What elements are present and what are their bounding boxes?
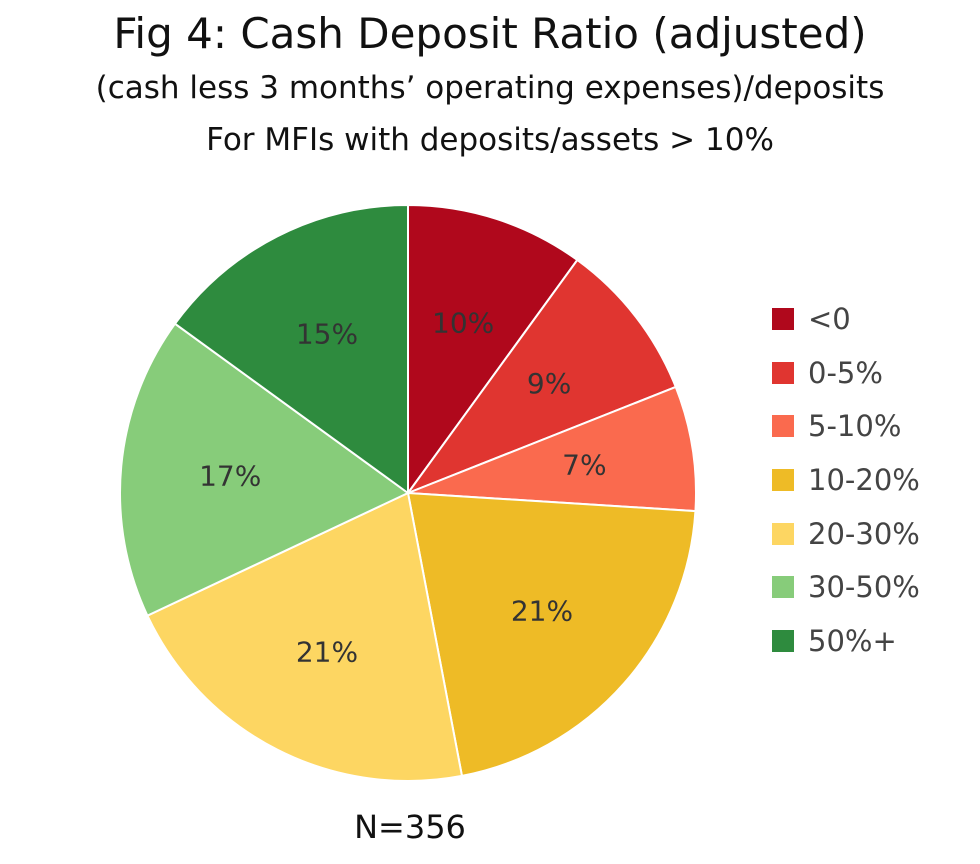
legend-item-0: <0 xyxy=(772,292,920,346)
pie-data-label-1: 9% xyxy=(527,367,571,400)
pie-data-label-2: 7% xyxy=(562,449,606,482)
chart-title: Fig 4: Cash Deposit Ratio (adjusted) xyxy=(113,9,867,58)
legend-swatch-0 xyxy=(772,307,794,330)
legend-swatch-5 xyxy=(772,576,794,599)
legend-item-4: 20-30% xyxy=(772,507,920,561)
pie-data-label-5: 17% xyxy=(199,460,261,493)
pie-slice-0 xyxy=(407,203,579,497)
chart-subtitle-line2: For MFIs with deposits/assets > 10% xyxy=(206,122,774,158)
chart-subtitle-line1: (cash less 3 months’ operating expenses)… xyxy=(95,70,885,106)
legend-item-1: 0-5% xyxy=(772,346,920,400)
legend-label-1: 0-5% xyxy=(808,355,883,390)
legend-swatch-2 xyxy=(772,415,794,438)
chart-legend: <0 0-5% 5-10% 10-20% 20-30% 30-50% 50%+ xyxy=(772,292,920,668)
legend-item-3: 10-20% xyxy=(772,453,920,507)
legend-swatch-3 xyxy=(772,468,794,491)
pie-data-label-0: 10% xyxy=(432,307,494,340)
pie-slice-5 xyxy=(119,322,410,617)
pie-slice-6 xyxy=(173,203,409,495)
legend-item-2: 5-10% xyxy=(772,399,920,453)
legend-swatch-4 xyxy=(772,522,794,545)
legend-label-6: 50%+ xyxy=(808,623,897,658)
legend-label-2: 5-10% xyxy=(808,409,902,444)
pie-data-label-6: 15% xyxy=(296,317,358,350)
pie-data-label-4: 21% xyxy=(296,636,358,669)
sample-size-note: N=356 xyxy=(354,808,466,846)
legend-swatch-1 xyxy=(772,361,794,384)
pie-slice-2 xyxy=(407,385,697,513)
legend-item-5: 30-50% xyxy=(772,560,920,614)
legend-label-0: <0 xyxy=(808,301,851,336)
pie-slice-1 xyxy=(405,258,678,496)
pie-slice-4 xyxy=(146,491,464,782)
legend-swatch-6 xyxy=(772,629,794,652)
legend-item-6: 50%+ xyxy=(772,614,920,668)
legend-label-4: 20-30% xyxy=(808,516,920,551)
legend-label-5: 30-50% xyxy=(808,570,920,605)
legend-label-3: 10-20% xyxy=(808,462,920,497)
pie-slice-3 xyxy=(406,491,697,778)
pie-data-label-3: 21% xyxy=(511,595,573,628)
